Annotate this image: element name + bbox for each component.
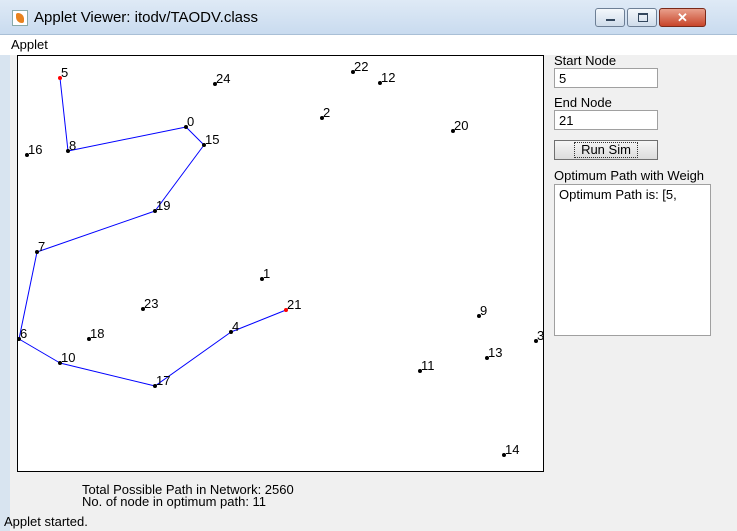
node-8-dot	[66, 149, 70, 153]
node-13-dot	[485, 356, 489, 360]
total-paths-text: Total Possible Path in Network: 2560	[82, 482, 294, 497]
network-canvas[interactable]: 5 24 22 12 2 0 15 16 8 20 19 7 1 23 21 9 18 4 6 3 10 13 11 17 14	[17, 55, 544, 472]
maximize-button[interactable]	[627, 8, 657, 27]
node-15-dot	[202, 143, 206, 147]
node-9-label: 9	[480, 303, 487, 318]
menu-bar: Applet	[0, 35, 737, 55]
start-node-input[interactable]	[554, 68, 658, 88]
window-title: Applet Viewer: itodv/TAODV.class	[34, 9, 258, 26]
node-15-label: 15	[205, 132, 219, 147]
node-12-dot	[378, 81, 382, 85]
node-0-label: 0	[187, 114, 194, 129]
run-sim-button[interactable]: Run Sim	[554, 140, 658, 160]
node-3-label: 3	[537, 328, 543, 343]
status-text: Applet started.	[4, 514, 88, 529]
node-17-label: 17	[156, 373, 170, 388]
status-bar: Applet started.	[0, 511, 737, 531]
path-edge-0-15	[185, 126, 205, 146]
node-24-label: 24	[216, 71, 230, 86]
window-border	[0, 55, 10, 531]
minimize-button[interactable]	[595, 8, 625, 27]
node-13-label: 13	[488, 345, 502, 360]
node-5-label: 5	[61, 65, 68, 80]
node-4-dot	[229, 330, 233, 334]
node-2-dot	[320, 116, 324, 120]
node-0-dot	[184, 125, 188, 129]
node-14-label: 14	[505, 442, 519, 457]
node-24-dot	[213, 82, 217, 86]
node-10-label: 10	[61, 350, 75, 365]
result-textarea[interactable]: Optimum Path is: [5,	[554, 184, 711, 336]
path-edge-7-6	[18, 251, 38, 340]
node-23-label: 23	[144, 296, 158, 311]
node-7-label: 7	[38, 239, 45, 254]
node-6-label: 6	[20, 326, 27, 341]
menu-applet[interactable]: Applet	[11, 37, 48, 52]
node-1-label: 1	[263, 266, 270, 281]
node-17-dot	[153, 384, 157, 388]
node-5-dot	[58, 76, 62, 80]
path-edge-4-21	[230, 309, 287, 333]
run-sim-label: Run Sim	[574, 142, 638, 158]
path-edge-15-19	[154, 144, 205, 212]
path-edge-6-10	[18, 338, 61, 364]
node-11-dot	[418, 369, 422, 373]
node-7-dot	[35, 250, 39, 254]
result-text: Optimum Path is: [5,	[559, 187, 677, 202]
node-8-label: 8	[69, 138, 76, 153]
path-edge-19-7	[36, 210, 156, 253]
node-18-label: 18	[90, 326, 104, 341]
node-6-dot	[18, 337, 21, 341]
node-20-label: 20	[454, 118, 468, 133]
node-11-label: 11	[421, 358, 435, 373]
node-22-dot	[351, 70, 355, 74]
node-19-dot	[153, 209, 157, 213]
node-3-dot	[534, 339, 538, 343]
node-22-label: 22	[354, 59, 368, 74]
java-icon	[12, 10, 28, 26]
node-23-dot	[141, 307, 145, 311]
node-21-dot	[284, 308, 288, 312]
close-button[interactable]	[659, 8, 706, 27]
node-1-dot	[260, 277, 264, 281]
node-9-dot	[477, 314, 481, 318]
node-16-dot	[25, 153, 29, 157]
node-12-label: 12	[381, 70, 395, 85]
node-14-dot	[502, 453, 506, 457]
node-2-label: 2	[323, 105, 330, 120]
node-4-label: 4	[232, 319, 239, 334]
node-16-label: 16	[28, 142, 42, 157]
node-20-dot	[451, 129, 455, 133]
path-edge-8-0	[67, 126, 187, 152]
path-edge-5-8	[59, 77, 69, 152]
node-10-dot	[58, 361, 62, 365]
node-19-label: 19	[156, 198, 170, 213]
start-node-label: Start Node	[554, 53, 617, 68]
node-21-label: 21	[287, 297, 301, 312]
path-edge-17-4	[154, 331, 232, 387]
title-bar: Applet Viewer: itodv/TAODV.class	[0, 0, 737, 35]
nodes-in-path-text: No. of node in optimum path: 11	[82, 494, 267, 509]
optimum-path-label: Optimum Path with Weigh	[554, 168, 705, 183]
node-18-dot	[87, 337, 91, 341]
end-node-input[interactable]	[554, 110, 658, 130]
path-edge-10-17	[59, 362, 156, 387]
end-node-label: End Node	[554, 95, 612, 110]
